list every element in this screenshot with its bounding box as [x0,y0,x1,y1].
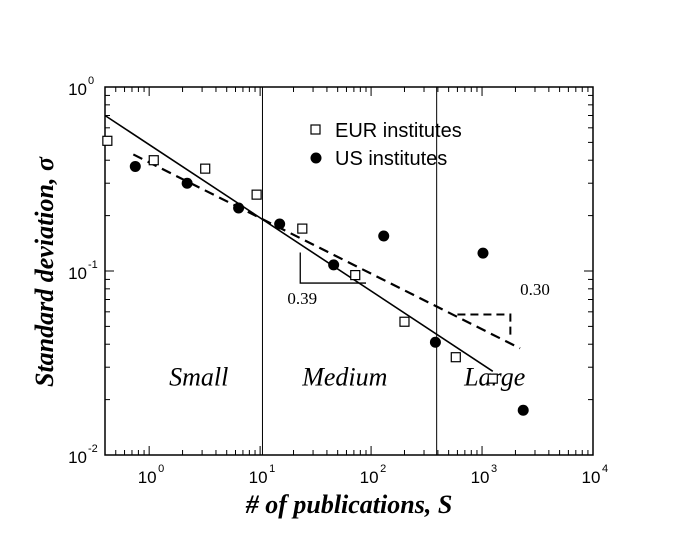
data-point-eur [487,373,498,384]
x-tick-label-4: 10 [582,468,601,487]
region-label-medium: Medium [301,363,387,392]
slope-triangle-solid [299,252,367,284]
slope-label-solid: 0.39 [287,289,317,308]
x-tick-exponent-3: 3 [491,463,497,475]
x-tick-label-2: 10 [360,468,379,487]
x-tick-exponent-4: 4 [602,463,608,475]
slope-triangle-dashed [457,313,512,337]
legend-label-eur: EUR institutes [335,120,462,142]
data-point-eur [102,135,113,146]
data-point-us [181,177,193,189]
data-point-us [129,160,141,172]
x-tick-exponent-1: 1 [269,463,275,475]
y-tick-exponent-0: 0 [88,75,94,87]
data-point-us [274,218,286,230]
data-point-us [517,404,529,416]
x-tick-label-3: 10 [471,468,490,487]
plot-area: 0.390.30SmallMediumLarge [102,86,594,456]
data-point-us [233,202,245,214]
data-point-eur [200,163,211,174]
data-point-eur [350,269,361,281]
x-tick-exponent-2: 2 [380,463,386,475]
tick-labels: 10 0 10 1 10 2 10 3 10 410 010 -110 -2 [68,75,608,487]
y-tick-label-1: 10 [68,264,87,283]
data-point-eur [251,189,262,200]
data-point-us [378,230,390,242]
data-point-eur [297,223,308,234]
y-tick-label-2: 10 [68,448,87,467]
y-tick-exponent-2: -2 [88,443,98,455]
y-tick-exponent-1: -1 [88,259,98,271]
x-tick-exponent-0: 0 [158,463,164,475]
data-point-us [429,336,441,348]
data-point-us [328,259,340,271]
data-point-eur [148,155,159,166]
legend-label-us: US institutes [335,148,447,170]
x-axis-title: # of publications, S [245,490,453,519]
legend-marker-eur [310,124,321,135]
y-axis-title: Standard deviation, σ [30,156,59,387]
fit-line-solid [104,114,494,372]
x-tick-label-0: 10 [138,468,157,487]
legend-marker-us [310,152,322,164]
data-point-eur [450,352,461,363]
data-point-us [477,247,489,259]
slope-label-dashed: 0.30 [520,280,550,299]
data-point-eur [399,316,410,327]
x-tick-label-1: 10 [249,468,268,487]
y-tick-label-0: 10 [68,80,87,99]
fit-line-dashed [132,153,521,350]
region-label-small: Small [169,363,228,392]
legend: EUR institutes US institutes [310,120,462,170]
